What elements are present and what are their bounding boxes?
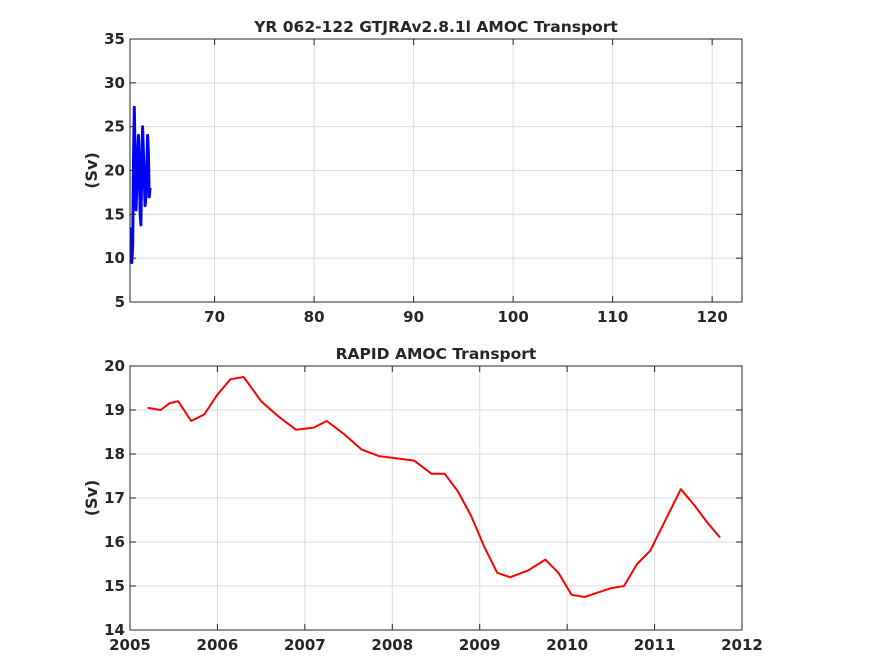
y-tick-label: 15: [104, 205, 125, 223]
y-tick-label: 5: [115, 293, 125, 311]
bottom-chart-grid: [129, 365, 743, 631]
y-tick-label: 16: [104, 533, 125, 551]
bottom-chart-series: [147, 376, 721, 598]
bottom-chart: 2005 2006 2007 2008 2009 2010 2011 2012 14 15 16 17…: [82, 345, 763, 654]
top-chart: 70 80 90 100 110 120 5 10 15 20 25 30 35 YR 062-122 …: [82, 18, 743, 326]
x-tick-label: 2007: [284, 636, 326, 654]
x-tick-label: 80: [304, 308, 325, 326]
x-tick-label: 90: [403, 308, 424, 326]
top-chart-grid: [130, 38, 742, 303]
series-line: [147, 376, 721, 598]
y-tick-label: 25: [104, 118, 125, 136]
x-tick-label: 2008: [371, 636, 413, 654]
x-tick-label: 70: [204, 308, 225, 326]
bottom-chart-title: RAPID AMOC Transport: [336, 345, 537, 363]
x-tick-label: 100: [497, 308, 528, 326]
y-tick-label: 18: [104, 445, 125, 463]
x-tick-label: 110: [597, 308, 628, 326]
x-tick-label: 2011: [634, 636, 676, 654]
y-tick-label: 19: [104, 401, 125, 419]
bottom-chart-ylabel: (Sv): [82, 480, 101, 517]
y-tick-label: 17: [104, 489, 125, 507]
x-tick-label: 2009: [459, 636, 501, 654]
y-tick-label: 10: [104, 249, 125, 267]
y-tick-label: 14: [104, 621, 125, 639]
series-line: [129, 105, 152, 265]
y-tick-label: 20: [104, 162, 125, 180]
x-tick-label: 2010: [546, 636, 588, 654]
bottom-chart-ticks: 2005 2006 2007 2008 2009 2010 2011 2012 14 15 16 17…: [104, 357, 763, 654]
x-tick-label: 2012: [721, 636, 763, 654]
top-chart-ticks: 70 80 90 100 110 120 5 10 15 20 25 30 35: [104, 30, 742, 326]
x-tick-label: 2005: [109, 636, 151, 654]
top-chart-ylabel: (Sv): [82, 152, 101, 189]
top-chart-series: [129, 105, 152, 265]
top-chart-title: YR 062-122 GTJRAv2.8.1l AMOC Transport: [253, 18, 618, 36]
y-tick-label: 35: [104, 30, 125, 48]
y-tick-label: 30: [104, 74, 125, 92]
y-tick-label: 15: [104, 577, 125, 595]
x-tick-label: 2006: [197, 636, 239, 654]
y-tick-label: 20: [104, 357, 125, 375]
x-tick-label: 120: [696, 308, 727, 326]
